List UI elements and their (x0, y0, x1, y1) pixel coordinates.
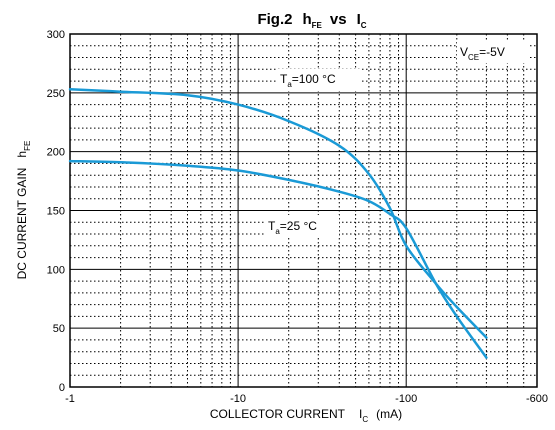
x-tick-label: -600 (526, 393, 548, 405)
x-tick-label: -1 (65, 393, 75, 405)
x-tick-label: -100 (395, 393, 417, 405)
svg-text:Ta=100 °C: Ta=100 °C (280, 72, 336, 89)
y-tick-label: 50 (53, 323, 65, 335)
svg-text:VCE=-5V: VCE=-5V (460, 45, 505, 62)
y-tick-label: 0 (59, 382, 65, 394)
chart-title: Fig.2 hFE vs IC (257, 11, 366, 30)
series-line-t25 (68, 159, 488, 359)
series-line-t100 (68, 88, 488, 339)
t100-label: Ta=100 °C (277, 69, 361, 91)
y-tick-label: 100 (47, 264, 65, 276)
y-tick-label: 150 (47, 206, 65, 218)
y-tick-label: 300 (47, 29, 65, 41)
y-tick-label: 250 (47, 88, 65, 100)
y-axis-label: DC CURRENT GAINhFE (15, 141, 32, 280)
series-lines (68, 88, 488, 359)
x-axis-label: COLLECTOR CURRENT IC (mA) (210, 407, 402, 424)
x-tick-label: -10 (230, 393, 246, 405)
t25-label: Ta=25 °C (265, 215, 339, 237)
vce-annotation: VCE=-5V (457, 41, 529, 63)
tick-labels: 0 50 100 150 200 250 300 -1 -10 -100 -600 (47, 29, 548, 405)
y-tick-label: 200 (47, 147, 65, 159)
plot-frame (69, 33, 538, 388)
svg-text:Ta=25 °C: Ta=25 °C (268, 219, 317, 236)
